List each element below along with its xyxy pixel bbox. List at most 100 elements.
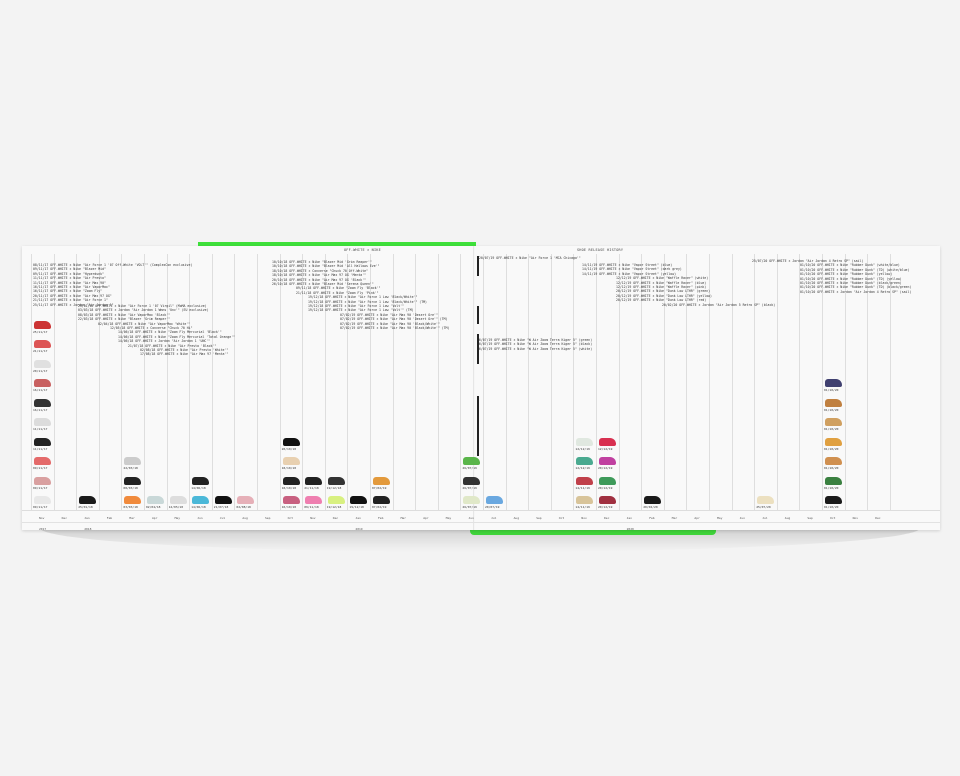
month-label: Jun — [197, 516, 203, 520]
month-column — [437, 254, 439, 510]
release-entry: 01/10/20 OFF-WHITE × Jordan "Air Jordan … — [800, 289, 912, 294]
sneaker-thumbnail — [124, 476, 142, 485]
sneaker-thumbnail — [825, 496, 842, 504]
month-column — [550, 254, 552, 510]
month-label: Aug — [242, 516, 248, 520]
release-entry: 25/07/20 OFF-WHITE × Jordan "Air Jordan … — [752, 259, 864, 263]
gutter-mark — [477, 256, 479, 276]
release-date: 03/03/18 — [123, 505, 138, 509]
month-column — [460, 254, 462, 510]
release-entry: 01/10/20 OFF-WHITE × Nike "Rubber Dunk" … — [800, 267, 910, 272]
month-label: Jan — [626, 516, 633, 520]
release-date: 02/04/18 — [146, 505, 161, 509]
sneaker-thumbnail — [214, 496, 232, 504]
release-entry: 19/12/18 OFF-WHITE × Nike "Air Force 1 L… — [308, 295, 418, 300]
month-column — [76, 254, 78, 510]
month-label: Mar — [129, 516, 135, 520]
sneaker-thumbnail — [825, 457, 842, 465]
month-column — [415, 254, 417, 510]
month-column — [596, 254, 597, 510]
sneaker-thumbnail — [124, 457, 142, 465]
release-date: 20/12/19 — [598, 485, 613, 490]
release-date: 19/12/18 — [326, 505, 342, 509]
left-page-header: OFF-WHITE × NIKE — [344, 248, 381, 252]
month-column — [754, 254, 756, 510]
release-date: 19/12/18 — [349, 505, 364, 509]
release-entry: 02/04/18 OFF-WHITE × Nike "Air VaporMax … — [98, 321, 191, 326]
release-entry: 01/10/20 OFF-WHITE × Nike "Rubber Dunk" … — [800, 281, 902, 285]
release-entry: 26/07/19 OFF-WHITE × Nike "W Air Zoom Te… — [477, 346, 593, 351]
sneaker-thumbnail — [147, 496, 164, 504]
release-date: 14/11/19 — [575, 505, 590, 509]
sneaker-thumbnail — [825, 379, 842, 387]
release-date: 25/07/20 — [756, 505, 771, 509]
sneaker-thumbnail — [825, 437, 842, 446]
release-entry: 20/12/19 OFF-WHITE × Nike "Dunk Low LTHR… — [616, 293, 712, 298]
month-label: Jun — [468, 516, 474, 520]
release-date: 16/11/17 — [33, 388, 48, 392]
sneaker-thumbnail — [599, 496, 616, 504]
month-column — [166, 254, 168, 510]
month-label: Jan — [355, 516, 361, 520]
sneaker-thumbnail — [34, 340, 51, 348]
sneaker-thumbnail — [192, 496, 210, 504]
release-date: 01/10/20 — [824, 407, 839, 412]
release-date: 12/12/19 — [575, 446, 590, 451]
right-page-header: SHOE RELEASE HISTORY — [577, 248, 624, 252]
month-column — [618, 254, 620, 510]
release-date: 01/10/20 — [824, 427, 839, 431]
month-column — [483, 254, 484, 510]
release-entry: 25/11/17 OFF-WHITE × Jordan "Air Jordan … — [33, 302, 114, 307]
release-entry: 12/05/18 OFF-WHITE × Converse "Chuck 70 … — [110, 326, 193, 330]
sneaker-thumbnail — [34, 398, 51, 407]
release-date: 01/10/20 — [824, 388, 839, 392]
sneaker-thumbnail — [34, 476, 51, 485]
month-column — [686, 254, 688, 510]
month-label: Nov — [581, 516, 587, 520]
sneaker-thumbnail — [757, 496, 775, 504]
gutter-mark — [477, 306, 479, 324]
release-entry: 11/11/17 OFF-WHITE × Nike "Air Max 90" — [33, 280, 106, 285]
release-entry: 26/07/19 OFF-WHITE × Nike "W Air Zoom Te… — [477, 338, 593, 342]
month-label: Dec — [604, 516, 610, 520]
release-date: 12/12/19 — [598, 446, 613, 451]
release-date: 21/07/18 — [213, 505, 229, 509]
year-label: 2017 — [39, 527, 47, 531]
month-label: Feb — [106, 516, 113, 520]
year-label: 2020 — [626, 527, 634, 531]
month-column — [324, 254, 326, 510]
green-cover-edge-top — [198, 242, 476, 246]
month-column — [663, 254, 665, 510]
release-date: 14/06/18 — [191, 485, 206, 490]
sneaker-thumbnail — [576, 437, 594, 446]
sneaker-thumbnail — [350, 496, 368, 504]
sneaker-thumbnail — [34, 496, 51, 504]
release-entry: 16/11/17 OFF-WHITE × Nike "Air VaporMax" — [33, 285, 110, 289]
month-column — [144, 254, 145, 510]
release-entry: 14/11/19 OFF-WHITE × Nike "Vapor Street"… — [582, 267, 682, 272]
release-entry: 16/11/17 OFF-WHITE × Nike "Zoom Fly" — [33, 289, 103, 294]
release-date: 14/06/18 — [191, 505, 206, 509]
month-column — [98, 254, 100, 510]
sneaker-thumbnail — [282, 496, 300, 504]
sneaker-thumbnail — [644, 496, 662, 504]
release-entry: 01/10/20 OFF-WHITE × Nike "Rubber Dunk" … — [800, 263, 900, 268]
release-date: 10/10/18 — [281, 505, 297, 509]
release-entry: 12/12/19 OFF-WHITE × Nike "Waffle Racer"… — [616, 276, 709, 281]
release-entry: 07/02/19 OFF-WHITE × Nike "Air Max 90 'D… — [340, 312, 438, 317]
release-date: 11/11/17 — [33, 446, 48, 451]
month-column — [867, 254, 869, 510]
release-entry: 02/08/18 OFF-WHITE × Nike "Air Presto 'W… — [140, 348, 229, 352]
release-entry: 20/12/19 OFF-WHITE × Nike "Dunk Low LTHR… — [616, 298, 707, 303]
release-date: 08/03/18 — [123, 485, 138, 490]
release-date: 20/07/19 — [485, 505, 500, 509]
sneaker-thumbnail — [34, 437, 51, 446]
release-date: 26/07/19 — [462, 466, 477, 470]
release-entry: 14/11/19 OFF-WHITE × Nike "Vapor Street"… — [582, 271, 677, 276]
month-column — [776, 254, 778, 510]
month-label: Dec — [875, 516, 881, 520]
month-column — [257, 254, 258, 510]
month-column — [121, 254, 123, 510]
month-column — [189, 254, 191, 510]
release-date: 25/01/18 — [78, 505, 93, 509]
